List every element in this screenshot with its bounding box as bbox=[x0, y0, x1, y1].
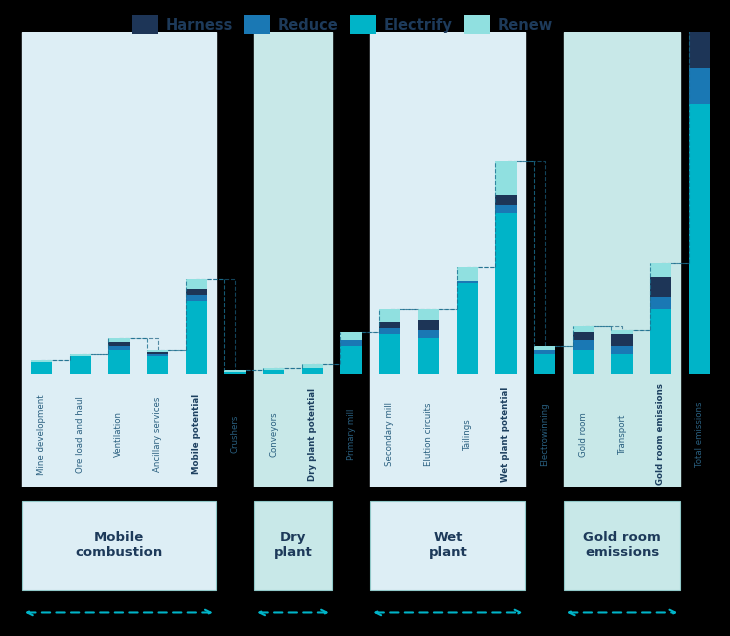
Bar bbox=[418, 338, 439, 374]
Bar bbox=[689, 0, 710, 28]
Bar bbox=[31, 362, 52, 374]
Bar bbox=[495, 195, 517, 205]
Bar bbox=[108, 346, 129, 350]
Bar bbox=[31, 360, 52, 362]
Text: Gold room
emissions: Gold room emissions bbox=[583, 531, 661, 559]
Bar bbox=[534, 350, 556, 354]
Text: Total emissions: Total emissions bbox=[695, 401, 704, 467]
Bar bbox=[534, 354, 556, 374]
Text: Transport: Transport bbox=[618, 414, 626, 454]
Bar bbox=[612, 346, 633, 354]
Text: Mobile potential: Mobile potential bbox=[192, 394, 201, 474]
Bar bbox=[340, 346, 362, 374]
Bar bbox=[301, 368, 323, 374]
Bar bbox=[69, 356, 91, 374]
Bar bbox=[456, 281, 478, 283]
Legend: Harness, Reduce, Electrify, Renew: Harness, Reduce, Electrify, Renew bbox=[126, 10, 559, 40]
Bar bbox=[418, 310, 439, 319]
Bar bbox=[650, 263, 672, 277]
Bar bbox=[263, 368, 285, 370]
Bar bbox=[612, 354, 633, 374]
Bar bbox=[495, 205, 517, 213]
Text: Wet plant potential: Wet plant potential bbox=[502, 387, 510, 482]
Bar bbox=[495, 213, 517, 374]
Bar bbox=[224, 370, 246, 372]
Text: Conveyors: Conveyors bbox=[269, 411, 278, 457]
Text: Ore load and haul: Ore load and haul bbox=[76, 396, 85, 473]
Bar bbox=[185, 295, 207, 301]
Text: Ventilation: Ventilation bbox=[115, 411, 123, 457]
Bar bbox=[564, 32, 680, 487]
Text: Mine development: Mine development bbox=[37, 394, 46, 474]
Bar bbox=[689, 68, 710, 104]
FancyBboxPatch shape bbox=[22, 501, 215, 590]
Bar bbox=[379, 310, 401, 322]
Bar bbox=[69, 354, 91, 356]
Bar bbox=[147, 352, 168, 354]
Bar bbox=[185, 279, 207, 289]
Bar bbox=[573, 350, 594, 374]
Bar bbox=[573, 326, 594, 331]
Bar bbox=[254, 32, 331, 487]
Bar bbox=[379, 328, 401, 334]
Bar bbox=[185, 301, 207, 374]
Text: Primary mill: Primary mill bbox=[347, 408, 356, 460]
Bar bbox=[650, 298, 672, 310]
Bar bbox=[224, 372, 246, 374]
Bar bbox=[263, 370, 285, 374]
Bar bbox=[370, 32, 526, 487]
Bar bbox=[379, 322, 401, 328]
Text: Gold room: Gold room bbox=[579, 412, 588, 457]
Bar bbox=[301, 364, 323, 368]
Bar bbox=[650, 277, 672, 298]
Text: Dry
plant: Dry plant bbox=[274, 531, 312, 559]
Text: Crushers: Crushers bbox=[231, 415, 239, 453]
Text: Wet
plant: Wet plant bbox=[429, 531, 467, 559]
Bar bbox=[340, 340, 362, 346]
FancyBboxPatch shape bbox=[22, 384, 215, 485]
Bar bbox=[534, 346, 556, 350]
Text: Ancillary services: Ancillary services bbox=[153, 396, 162, 472]
Text: Mobile
combustion: Mobile combustion bbox=[75, 531, 163, 559]
FancyBboxPatch shape bbox=[254, 384, 331, 485]
Bar bbox=[612, 329, 633, 334]
Bar bbox=[650, 310, 672, 374]
Bar bbox=[108, 342, 129, 346]
Bar bbox=[573, 331, 594, 340]
Bar bbox=[456, 267, 478, 281]
Bar bbox=[418, 319, 439, 329]
Bar bbox=[147, 354, 168, 356]
Bar bbox=[22, 32, 215, 487]
Text: Gold room emissions: Gold room emissions bbox=[656, 384, 665, 485]
Bar bbox=[185, 289, 207, 295]
Bar bbox=[108, 338, 129, 342]
FancyBboxPatch shape bbox=[254, 501, 331, 590]
Bar bbox=[612, 334, 633, 346]
FancyBboxPatch shape bbox=[370, 384, 526, 485]
FancyBboxPatch shape bbox=[564, 501, 680, 590]
Bar bbox=[147, 356, 168, 374]
Bar bbox=[689, 104, 710, 374]
Bar bbox=[456, 283, 478, 374]
Bar bbox=[340, 331, 362, 340]
Bar bbox=[495, 160, 517, 195]
FancyBboxPatch shape bbox=[564, 384, 680, 485]
Bar bbox=[108, 350, 129, 374]
Text: Tailings: Tailings bbox=[463, 418, 472, 450]
Bar bbox=[689, 28, 710, 68]
Text: Dry plant potential: Dry plant potential bbox=[308, 388, 317, 481]
Bar bbox=[418, 329, 439, 338]
Text: Electrowinning: Electrowinning bbox=[540, 403, 549, 466]
Text: Secondary mill: Secondary mill bbox=[385, 402, 394, 466]
Bar bbox=[147, 350, 168, 352]
Bar bbox=[573, 340, 594, 350]
FancyBboxPatch shape bbox=[370, 501, 526, 590]
Bar bbox=[379, 334, 401, 374]
Text: Elution circuits: Elution circuits bbox=[424, 403, 433, 466]
